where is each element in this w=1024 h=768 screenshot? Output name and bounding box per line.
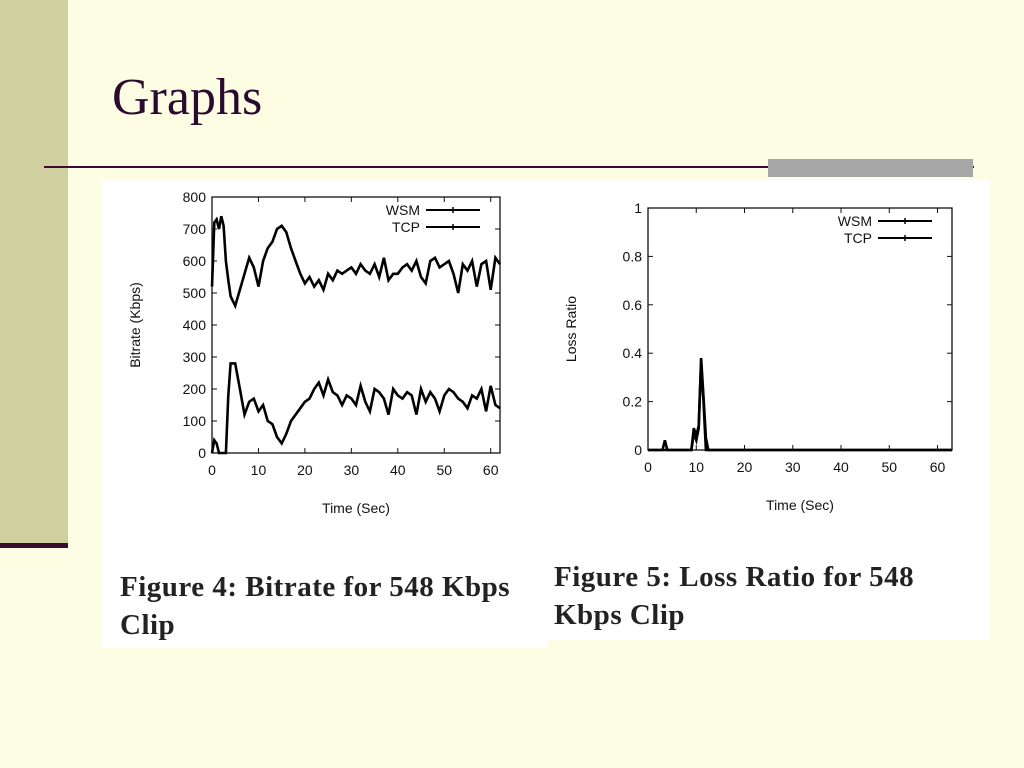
y-tick-label: 0.6 xyxy=(623,297,643,313)
y-tick-label: 0 xyxy=(198,445,206,461)
x-tick-label: 0 xyxy=(208,462,216,478)
x-axis-label: Time (Sec) xyxy=(766,497,834,513)
left-decor-bar xyxy=(0,0,68,545)
plot-frame xyxy=(647,207,953,451)
slide-title: Graphs xyxy=(112,69,263,126)
x-tick-label: 40 xyxy=(833,459,849,475)
y-tick-label: 400 xyxy=(183,317,207,333)
x-tick-label: 60 xyxy=(483,462,499,478)
plot-frame xyxy=(211,196,501,454)
legend-label: WSM xyxy=(838,213,872,229)
y-axis-label: Bitrate (Kbps) xyxy=(127,282,143,368)
y-tick-label: 0.4 xyxy=(623,345,643,361)
x-tick-label: 30 xyxy=(344,462,360,478)
x-tick-label: 10 xyxy=(251,462,267,478)
x-tick-label: 50 xyxy=(881,459,897,475)
x-tick-label: 50 xyxy=(436,462,452,478)
y-tick-label: 1 xyxy=(634,200,642,216)
y-tick-label: 800 xyxy=(183,189,207,205)
series-line-wsm xyxy=(210,215,502,310)
divider-accent xyxy=(768,159,973,177)
y-tick-label: 0.8 xyxy=(623,248,643,264)
left-decor-accent xyxy=(0,543,68,548)
figure-5-panel: 0 0.2 0.4 0.6 0.8 1 0 10 20 30 40 50 60 Time (Sec) Los… xyxy=(548,180,990,640)
bitrate-chart: 0 100 200 300 400 500 600 700 800 0 10 20 30 40 50 60 Ti… xyxy=(127,189,502,516)
y-tick-label: 600 xyxy=(183,253,207,269)
title-divider xyxy=(44,166,974,168)
legend-label: WSM xyxy=(386,202,420,218)
x-tick-label: 30 xyxy=(785,459,801,475)
legend-label: TCP xyxy=(392,219,420,235)
y-tick-label: 0 xyxy=(634,442,642,458)
series-line-tcp xyxy=(210,362,501,455)
y-tick-label: 200 xyxy=(183,381,207,397)
x-tick-label: 40 xyxy=(390,462,406,478)
series-line-tcp xyxy=(648,357,952,452)
x-tick-label: 0 xyxy=(644,459,652,475)
x-tick-label: 20 xyxy=(737,459,753,475)
figure-4-panel: 0 100 200 300 400 500 600 700 800 0 10 20 30 40 50 60 Ti… xyxy=(102,180,548,648)
x-tick-label: 20 xyxy=(297,462,313,478)
y-tick-label: 700 xyxy=(183,221,207,237)
x-tick-label: 10 xyxy=(688,459,704,475)
y-tick-label: 300 xyxy=(183,349,207,365)
figure-5-caption: Figure 5: Loss Ratio for 548 Kbps Clip xyxy=(554,561,915,631)
y-axis-label: Loss Ratio xyxy=(563,296,579,362)
y-tick-label: 0.2 xyxy=(623,394,643,410)
figure-4-caption: Figure 4: Bitrate for 548 Kbps Clip xyxy=(120,571,511,641)
x-axis-label: Time (Sec) xyxy=(322,500,390,516)
y-tick-label: 100 xyxy=(183,413,207,429)
legend-label: TCP xyxy=(844,230,872,246)
y-tick-label: 500 xyxy=(183,285,207,301)
x-tick-label: 60 xyxy=(930,459,946,475)
